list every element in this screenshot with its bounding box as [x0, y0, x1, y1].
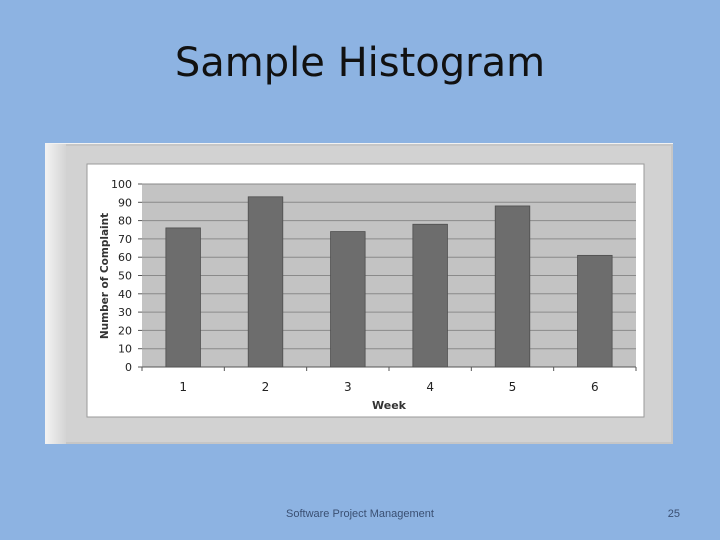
y-tick-label: 10 [118, 343, 132, 356]
bar-week-3 [330, 231, 366, 368]
x-tick-label: 3 [344, 380, 352, 394]
bar-week-5 [494, 205, 531, 368]
bar-week-4 [412, 223, 448, 368]
x-tick-label: 4 [426, 380, 434, 394]
x-axis-label: Week [372, 399, 407, 412]
x-tick-label: 2 [262, 380, 270, 394]
x-tick-label: 6 [591, 380, 599, 394]
y-tick-label: 30 [118, 306, 132, 319]
slide-number: 25 [667, 508, 680, 520]
y-tick-label: 50 [118, 270, 132, 283]
y-tick-label: 60 [118, 251, 132, 264]
slide-title: Sample Histogram [174, 40, 546, 86]
gridlines [138, 183, 637, 371]
bar-week-6 [577, 254, 613, 368]
bars [165, 196, 613, 368]
y-axis-label: Number of Complaint [99, 213, 111, 339]
chart-frame-edge [46, 144, 66, 444]
y-tick-label: 90 [118, 196, 132, 209]
bar-week-2 [247, 196, 284, 368]
histogram-chart: 0 10 20 30 40 50 60 70 80 90 100 1 2 3 4 5 6 Week Numbe… [86, 163, 645, 418]
y-tick-label: 40 [118, 288, 132, 301]
x-tick-label: 5 [509, 380, 517, 394]
y-tick-label: 0 [125, 361, 132, 374]
y-tick-label: 100 [111, 178, 132, 191]
y-tick-labels: 0 10 20 30 40 50 60 70 80 90 100 [111, 178, 132, 374]
y-tick-label: 20 [118, 324, 132, 337]
y-tick-label: 80 [118, 215, 132, 228]
footer-text: Software Project Management [286, 508, 434, 520]
x-tick-label: 1 [179, 380, 187, 394]
chart-frame: 0 10 20 30 40 50 60 70 80 90 100 1 2 3 4 5 6 Week Numbe… [45, 143, 673, 444]
y-tick-label: 70 [118, 233, 132, 246]
x-tick-labels: 1 2 3 4 5 6 [179, 380, 598, 394]
bar-week-1 [165, 227, 201, 368]
